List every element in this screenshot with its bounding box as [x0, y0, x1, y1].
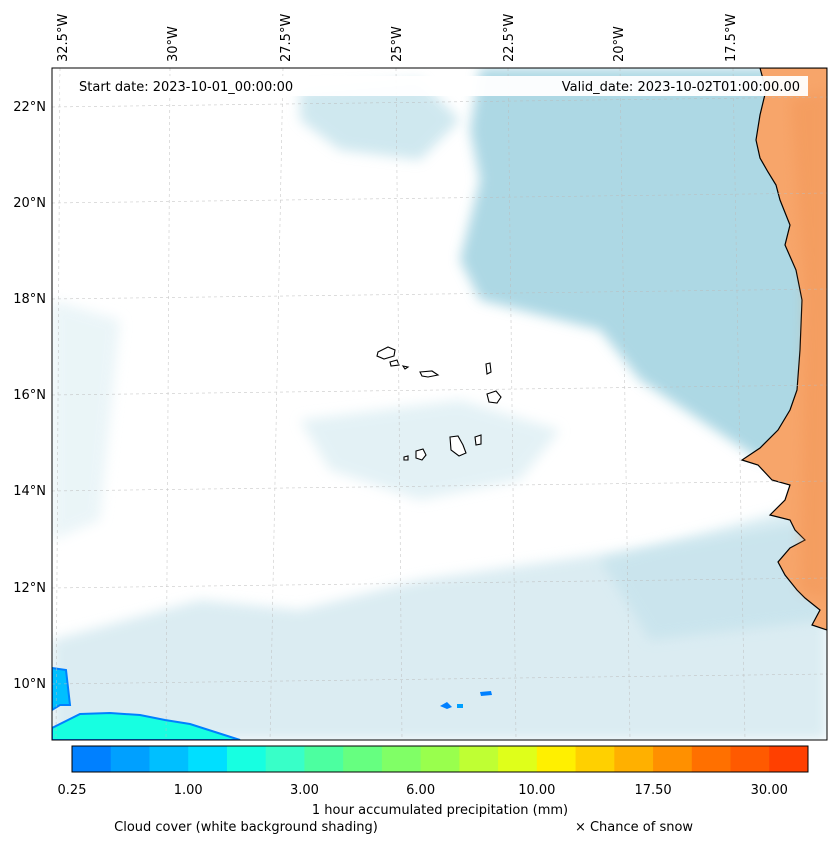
- colorbar-tick-label: 0.25: [58, 783, 87, 798]
- island-sao-vicente: [389, 359, 400, 367]
- lon-label: 27.5°W: [279, 14, 294, 62]
- colorbar-segment: [730, 746, 770, 772]
- longitude-labels: 32.5°W 30°W 27.5°W 25°W 22.5°W 20°W 17.5…: [56, 14, 739, 62]
- lon-label: 30°W: [166, 26, 181, 62]
- valid-date-label: Valid_date: 2023-10-02T01:00:00.00: [562, 80, 800, 95]
- start-date-label: Start date: 2023-10-01_00:00:00: [79, 80, 293, 95]
- colorbar-tick-label: 10.00: [518, 783, 555, 798]
- cloud-cover-note: Cloud cover (white background shading): [114, 820, 378, 835]
- island-santiago: [449, 435, 467, 457]
- colorbar-segment: [304, 746, 344, 772]
- colorbar-segment: [459, 746, 499, 772]
- lat-label: 16°N: [13, 388, 46, 403]
- lon-label: 20°W: [612, 26, 627, 62]
- colorbar-tick-labels: 0.25 1.00 3.00 6.00 10.00 17.50 30.00: [58, 783, 788, 798]
- lon-label: 25°W: [390, 26, 405, 62]
- gridlines: [52, 68, 827, 740]
- lat-label: 14°N: [13, 484, 46, 499]
- cloud-band-mid: [300, 400, 560, 500]
- map-frame: [51, 67, 828, 741]
- island-fogo: [415, 448, 427, 461]
- precip-south-small-1: [440, 702, 452, 709]
- land-dryness-gradient: [790, 90, 827, 600]
- colorbar-title: 1 hour accumulated precipitation (mm): [312, 803, 568, 818]
- colorbar-segment: [769, 746, 809, 772]
- snow-note: × Chance of snow: [575, 820, 693, 835]
- precip-southwest-corner: [52, 666, 72, 712]
- lat-label: 22°N: [13, 100, 46, 115]
- island-boa-vista: [486, 390, 502, 404]
- colorbar-segment: [343, 746, 383, 772]
- island-brava: [403, 455, 409, 461]
- colorbar-segment: [614, 746, 654, 772]
- precip-south-small-2: [457, 704, 463, 708]
- colorbar-tick-label: 17.50: [634, 783, 671, 798]
- colorbar-frame: [71, 745, 809, 773]
- map-area: [52, 68, 827, 740]
- precipitation-patches: [52, 666, 492, 740]
- lat-label: 18°N: [13, 292, 46, 307]
- colorbar-tick-label: 30.00: [751, 783, 788, 798]
- colorbar-segment: [110, 746, 150, 772]
- cloud-wisps-west: [52, 300, 120, 540]
- cloud-patch-west: [300, 80, 460, 160]
- island-santa-luzia: [401, 365, 410, 370]
- colorbar-segment: [72, 746, 112, 772]
- colorbar-segment: [420, 746, 460, 772]
- precip-southwest-band: [52, 711, 241, 740]
- colorbar-tick-label: 1.00: [174, 783, 203, 798]
- colorbar-segment: [381, 746, 422, 772]
- lat-label: 10°N: [13, 677, 46, 692]
- colorbar-segment: [188, 746, 228, 772]
- colorbar-tick-label: 6.00: [406, 783, 435, 798]
- precip-south-small-3: [480, 691, 492, 696]
- colorbar-tick-label: 3.00: [290, 783, 319, 798]
- cape-verde-islands: [376, 346, 502, 461]
- colorbar-segment: [536, 746, 577, 772]
- latitude-labels: 22°N 20°N 18°N 16°N 14°N 12°N 10°N: [13, 100, 46, 692]
- cloud-streak-southeast: [600, 500, 827, 640]
- lon-label: 22.5°W: [502, 14, 517, 62]
- cloud-cover-shading: [52, 68, 827, 740]
- colorbar-segment: [653, 746, 693, 772]
- cloud-mass-north: [460, 68, 827, 470]
- lon-label: 32.5°W: [56, 14, 71, 62]
- colorbar-segment: [149, 746, 189, 772]
- colorbar: [72, 746, 809, 772]
- island-sal: [485, 362, 492, 375]
- colorbar-segment: [265, 746, 305, 772]
- island-santo-antao: [376, 346, 396, 360]
- island-maio: [474, 434, 482, 446]
- colorbar-segment: [691, 746, 732, 772]
- colorbar-segment: [498, 746, 538, 772]
- colorbar-segment: [575, 746, 615, 772]
- lat-label: 20°N: [13, 196, 46, 211]
- lat-label: 12°N: [13, 581, 46, 596]
- island-sao-nicolau: [419, 370, 440, 378]
- date-label-strip: [60, 76, 808, 96]
- lon-label: 17.5°W: [724, 14, 739, 62]
- colorbar-segment: [226, 746, 267, 772]
